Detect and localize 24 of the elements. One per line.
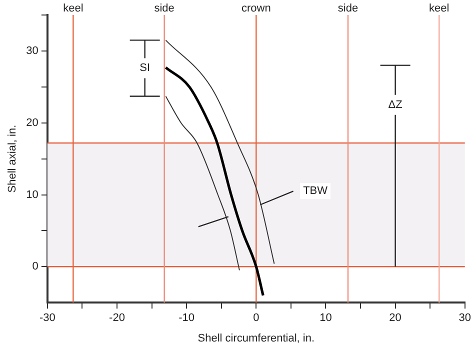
annotation: TBW bbox=[303, 185, 328, 198]
ref-line-label: keel bbox=[429, 2, 450, 15]
y-tick-label: 10 bbox=[26, 188, 38, 201]
y-tick-label: 20 bbox=[26, 116, 38, 129]
x-tick-label: 30 bbox=[458, 312, 472, 324]
x-tick-label: -20 bbox=[109, 312, 125, 324]
y-tick-label: 30 bbox=[26, 44, 38, 57]
line-series bbox=[165, 96, 240, 271]
x-tick-label: 0 bbox=[253, 312, 260, 324]
annotation: ΔZ bbox=[388, 98, 403, 111]
line-series bbox=[164, 66, 264, 297]
ref-line-label: side bbox=[154, 2, 174, 15]
y-tick-label: 0 bbox=[32, 260, 38, 273]
x-tick-label: -10 bbox=[178, 312, 195, 324]
x-tick-label: 20 bbox=[389, 312, 402, 324]
annotation: SI bbox=[140, 62, 150, 74]
x-axis-title: Shell circumferential, in. bbox=[198, 332, 315, 344]
ref-line-label: side bbox=[338, 2, 358, 15]
ref-line-label: crown bbox=[241, 2, 271, 15]
ref-line-label: keel bbox=[63, 2, 84, 15]
x-tick-label: -30 bbox=[39, 312, 56, 324]
line-series bbox=[165, 40, 275, 264]
y-axis-title: Shell axial, in. bbox=[6, 124, 19, 193]
x-tick-label: 10 bbox=[320, 312, 332, 324]
